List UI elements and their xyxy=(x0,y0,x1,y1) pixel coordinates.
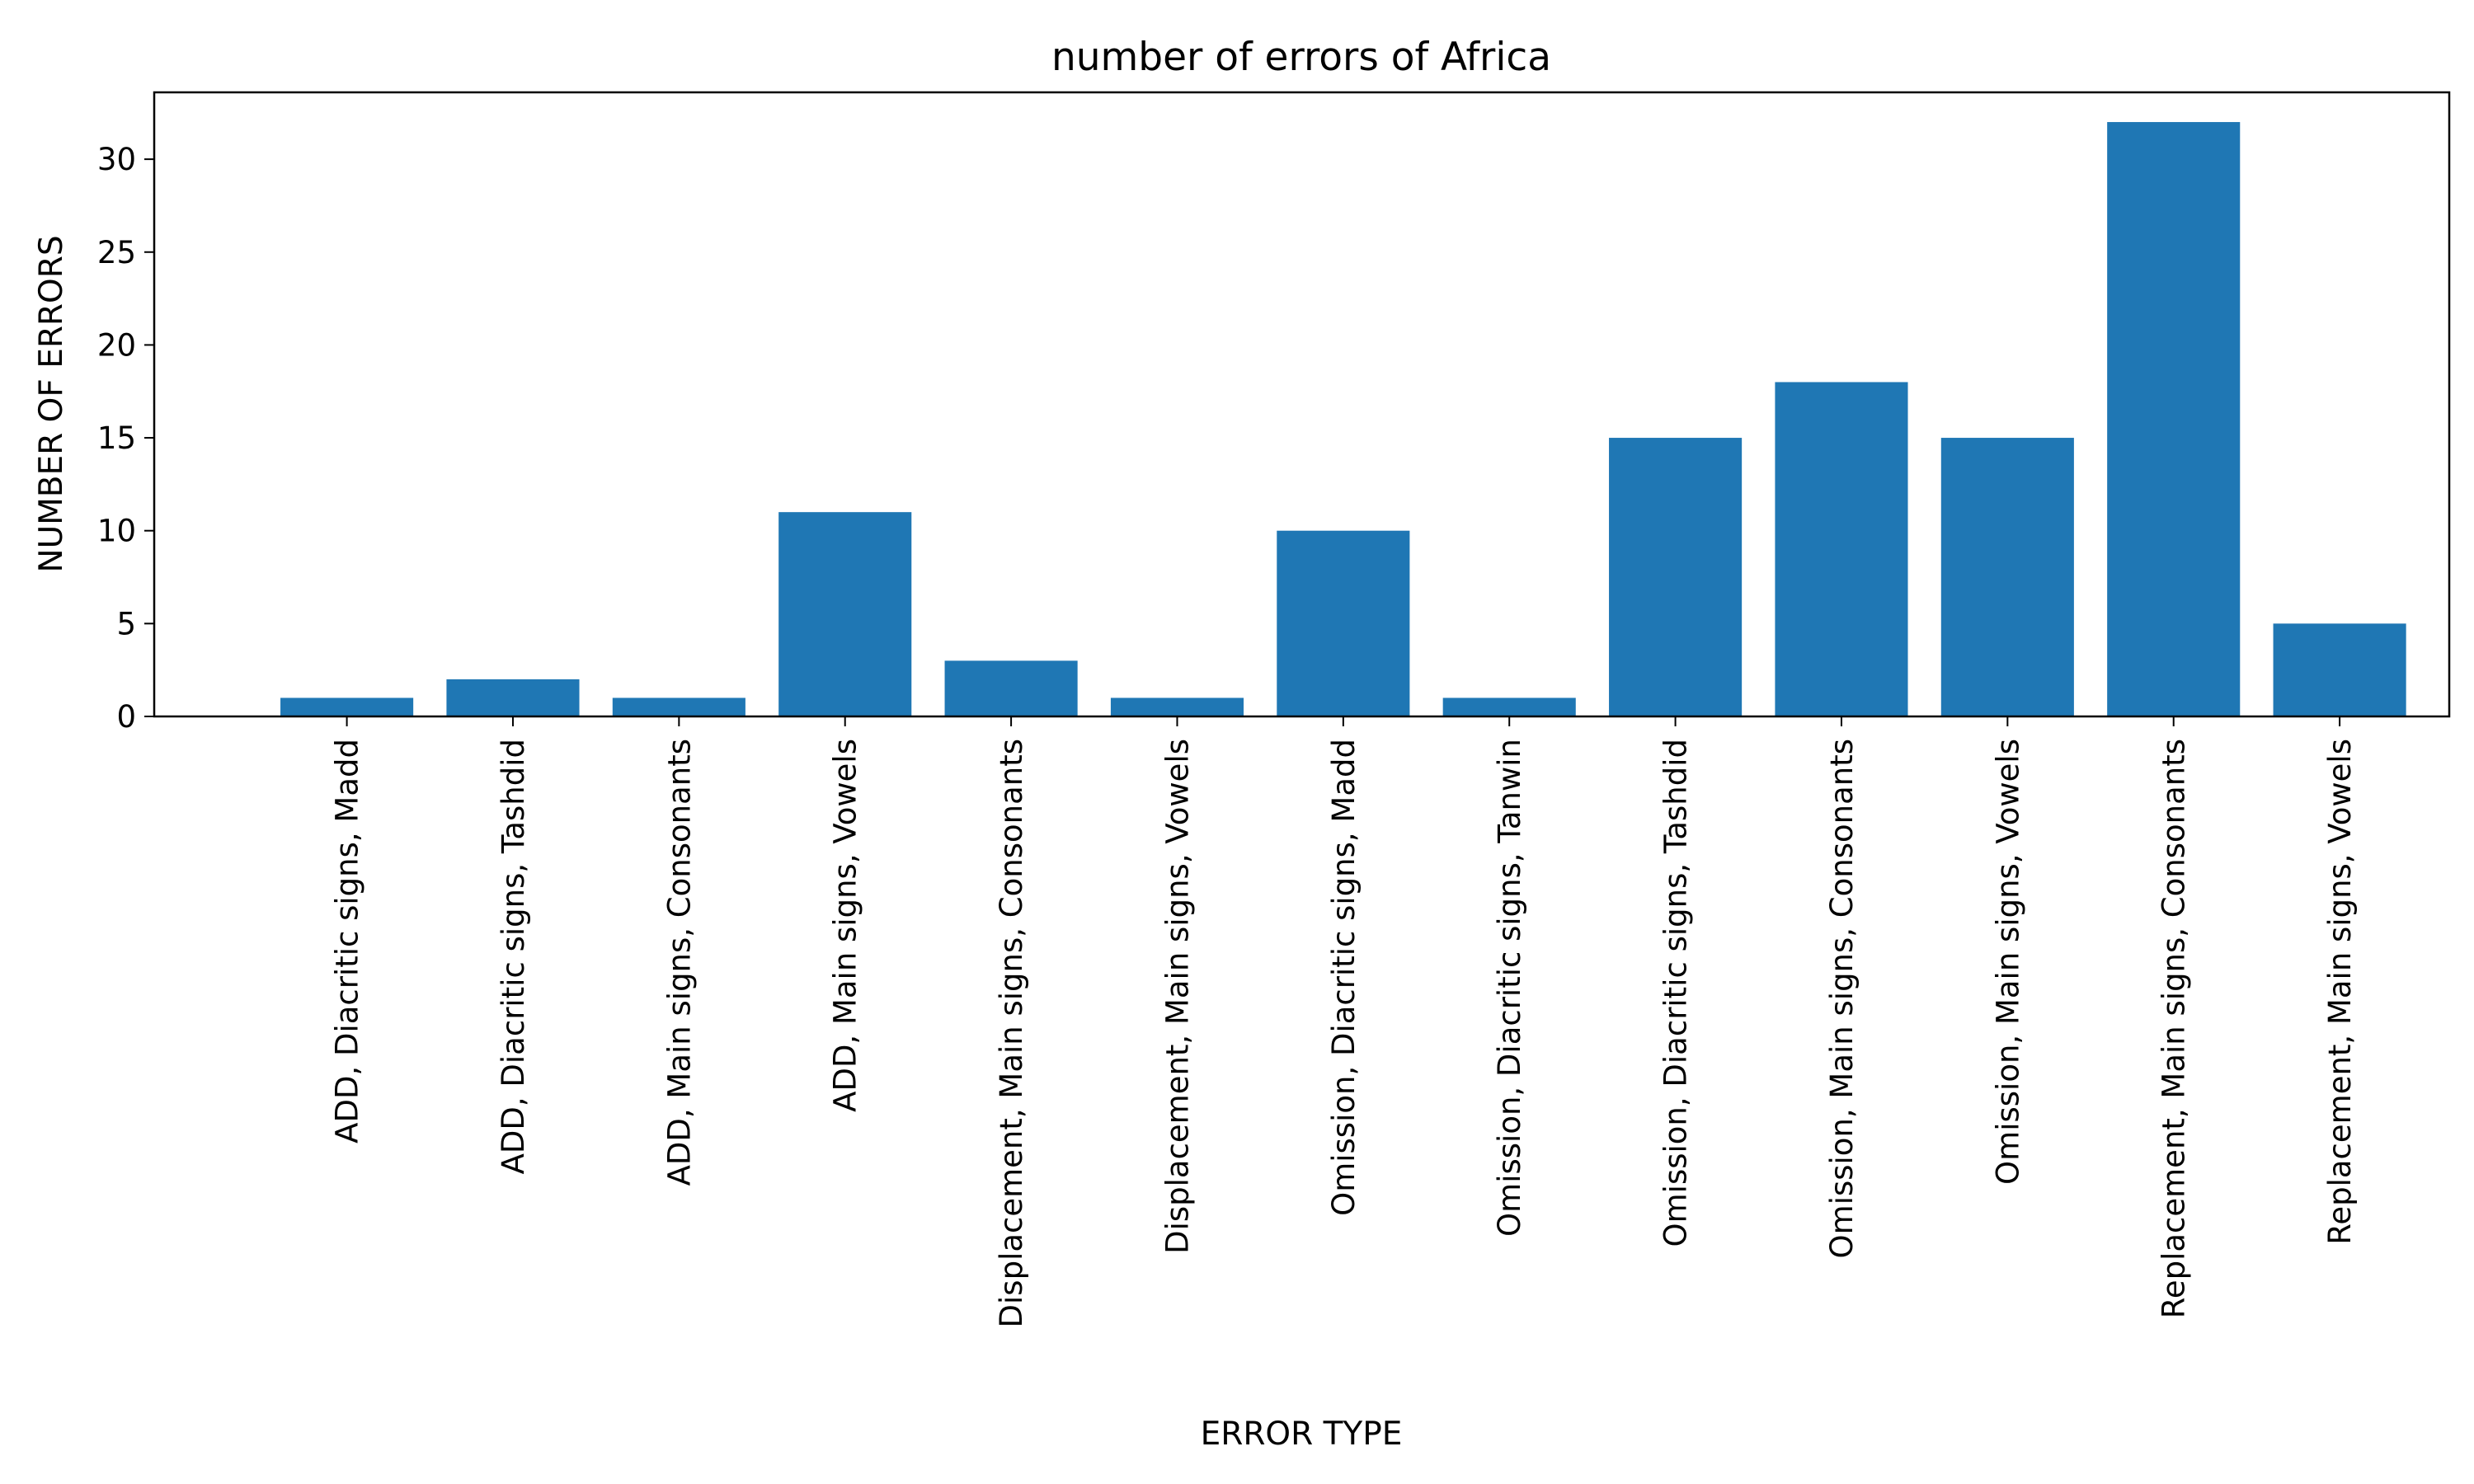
bar-5 xyxy=(1110,697,1244,716)
bar-2 xyxy=(612,697,745,716)
bar-4 xyxy=(944,660,1078,716)
x-tick-label-8: Omission, Diacritic signs, Tashdid xyxy=(1658,739,1694,1247)
x-tick-label-12: Replacement, Main signs, Vowels xyxy=(2322,739,2358,1245)
x-tick-label-1: ADD, Diacritic signs, Tashdid xyxy=(496,739,531,1174)
bar-0 xyxy=(280,697,414,716)
plot-frame xyxy=(153,91,2451,718)
y-tick-label-1: 5 xyxy=(116,606,136,641)
x-tick-label-3: ADD, Main signs, Vowels xyxy=(828,739,863,1112)
x-tick-label-9: Omission, Main signs, Consonants xyxy=(1824,739,1860,1258)
x-tick-label-7: Omission, Diacritic signs, Tanwin xyxy=(1492,739,1527,1237)
chart-title: number of errors of Africa xyxy=(1051,35,1551,80)
bar-7 xyxy=(1442,697,1576,716)
bar-8 xyxy=(1609,438,1743,716)
x-tick-label-6: Omission, Diacritic signs, Madd xyxy=(1326,739,1362,1216)
x-tick-label-4: Displacement, Main signs, Consonants xyxy=(994,739,1029,1327)
x-ticks-group: ADD, Diacritic signs, Madd ADD, Diacritic… xyxy=(330,716,2358,1327)
y-tick-label-0: 0 xyxy=(116,699,136,735)
x-tick-label-0: ADD, Diacritic signs, Madd xyxy=(330,739,365,1144)
y-tick-label-4: 20 xyxy=(97,327,136,363)
x-tick-label-10: Omission, Main signs, Vowels xyxy=(1990,739,2025,1185)
bar-3 xyxy=(778,512,912,716)
y-tick-label-2: 10 xyxy=(97,514,136,549)
y-ticks-group: 0 5 10 15 20 25 30 xyxy=(97,142,154,735)
bar-1 xyxy=(446,679,580,716)
y-tick-label-6: 30 xyxy=(97,142,136,177)
bars-group xyxy=(280,122,2406,717)
bar-10 xyxy=(1940,438,2074,716)
x-tick-label-5: Displacement, Main signs, Vowels xyxy=(1159,739,1195,1254)
y-tick-label-3: 15 xyxy=(97,420,136,456)
y-axis-label: NUMBER OF ERRORS xyxy=(33,235,70,572)
bar-6 xyxy=(1277,530,1410,716)
x-axis-label: ERROR TYPE xyxy=(1201,1416,1403,1453)
bar-11 xyxy=(2107,122,2241,717)
x-tick-label-11: Replacement, Main signs, Consonants xyxy=(2157,739,2192,1318)
y-tick-label-5: 25 xyxy=(97,235,136,270)
x-tick-label-2: ADD, Main signs, Consonants xyxy=(661,739,697,1186)
bar-12 xyxy=(2273,623,2406,716)
bar-9 xyxy=(1775,382,1908,716)
